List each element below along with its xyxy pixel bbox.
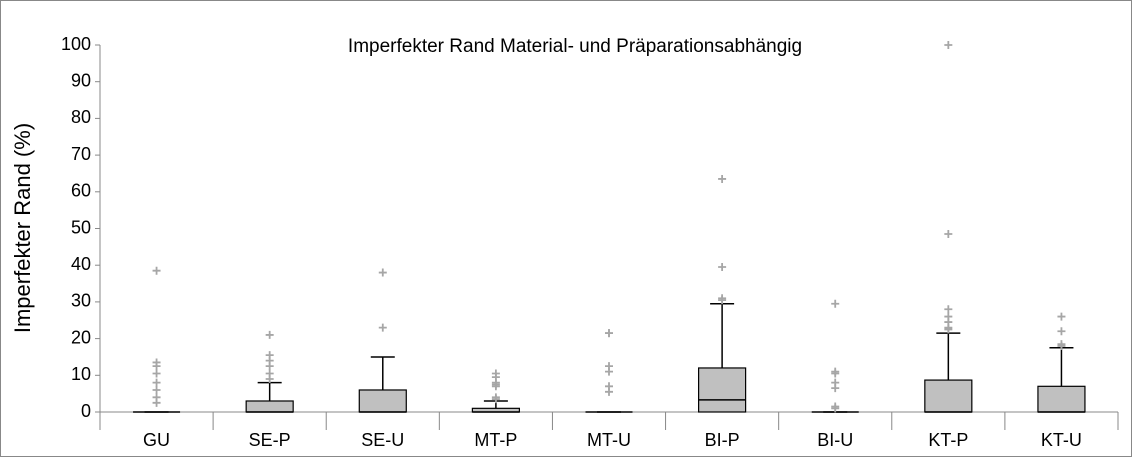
outlier	[491, 382, 500, 391]
outlier	[152, 385, 161, 394]
y-tick-label: 70	[71, 144, 91, 164]
y-tick-label: 30	[71, 291, 91, 311]
y-tick-label: 100	[61, 34, 91, 54]
outlier	[605, 329, 613, 338]
box	[924, 379, 973, 413]
outlier	[718, 263, 727, 272]
outlier	[605, 367, 613, 376]
outlier	[378, 268, 387, 277]
y-tick-label: 0	[81, 401, 91, 421]
box	[698, 367, 747, 413]
y-tick-label: 90	[71, 70, 91, 90]
outlier	[1057, 341, 1066, 350]
x-tick-label: KT-P	[928, 430, 968, 450]
x-tick-label: SE-U	[361, 430, 404, 450]
outlier	[831, 404, 840, 413]
y-tick-label: 50	[71, 217, 91, 237]
outlier	[944, 325, 953, 334]
outlier	[378, 323, 387, 332]
x-tick-label: SE-P	[249, 430, 291, 450]
outlier	[1057, 312, 1066, 321]
outlier	[491, 395, 500, 404]
box	[1037, 385, 1086, 413]
box	[358, 389, 407, 413]
outlier	[718, 296, 727, 305]
outlier	[944, 41, 953, 49]
box	[245, 400, 294, 413]
x-tick-label: MT-U	[587, 430, 631, 450]
outlier	[718, 174, 727, 183]
outlier	[1057, 327, 1066, 336]
outlier	[152, 266, 161, 275]
y-tick-label: 20	[71, 327, 91, 347]
outlier	[265, 330, 274, 339]
outlier	[265, 362, 274, 371]
outlier	[605, 387, 613, 396]
x-tick-label: GU	[143, 430, 170, 450]
outlier	[152, 378, 161, 387]
y-axis-label: Imperfekter Rand (%)	[10, 123, 35, 333]
chart-title: Imperfekter Rand Material- und Präparati…	[348, 36, 802, 57]
x-tick-label: KT-U	[1041, 430, 1082, 450]
outlier	[831, 299, 840, 308]
x-tick-label: MT-P	[474, 430, 517, 450]
outlier	[152, 369, 161, 378]
y-tick-label: 60	[71, 181, 91, 201]
outlier	[831, 369, 840, 378]
x-tick-label: BI-U	[817, 430, 853, 450]
y-tick-label: 10	[71, 364, 91, 384]
outlier	[152, 398, 161, 407]
outlier	[944, 305, 953, 314]
outlier	[265, 374, 274, 383]
y-tick-label: 80	[71, 107, 91, 127]
outlier	[152, 362, 161, 371]
outlier	[944, 230, 953, 239]
y-tick-label: 40	[71, 254, 91, 274]
x-tick-label: BI-P	[705, 430, 740, 450]
outlier	[831, 384, 840, 393]
